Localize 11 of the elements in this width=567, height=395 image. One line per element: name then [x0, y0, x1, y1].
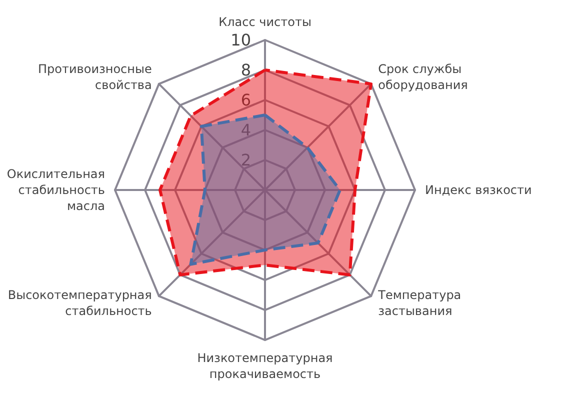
y-tick-label: 10: [230, 30, 251, 50]
y-tick-label: 6: [240, 90, 251, 110]
spoke-label: Класс чистоты: [218, 15, 312, 29]
spoke-label: Низкотемпературная прокачиваемость: [197, 351, 333, 381]
y-tick-label: 8: [240, 60, 251, 80]
spoke-label: Индекс вязкости: [425, 183, 532, 197]
spoke-label: Высокотемпературная стабильность: [8, 288, 152, 318]
spoke-label: Противоизносные свойства: [38, 62, 152, 92]
spoke-label: Окислительная стабильность масла: [6, 167, 105, 213]
spoke-label: Срок службы оборудования: [378, 62, 468, 92]
spoke-label: Температура застывания: [377, 288, 462, 318]
